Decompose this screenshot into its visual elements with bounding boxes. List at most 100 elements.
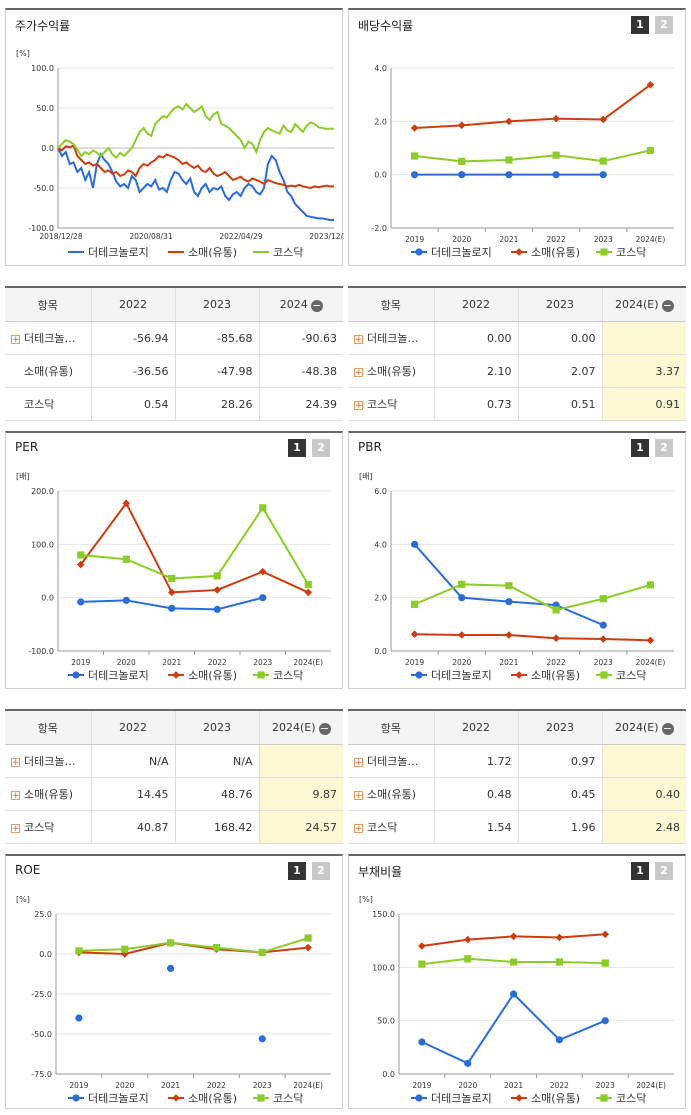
expand-icon[interactable]: + (354, 334, 363, 345)
row-label: 소매(유통) (367, 788, 417, 801)
data-point-series-3 (464, 955, 472, 963)
data-point-series-2 (213, 586, 222, 594)
pbr-panel: PBR 1 2 [배] 6.0 4.0 2.0 0.0 2019 2020 2021 2022 2… (348, 431, 686, 689)
page-2-button[interactable]: 2 (312, 439, 330, 457)
data-point-series-3 (509, 958, 518, 966)
column-header: 2024(E) − (601, 709, 686, 745)
expand-icon[interactable]: + (354, 400, 363, 411)
column-header: 2022 (90, 286, 175, 322)
page-1-button[interactable]: 1 (631, 439, 649, 457)
collapse-icon[interactable]: − (661, 298, 674, 312)
debt-ratio-panel: 부채비율 1 2 [%] 150.0 100.0 50.0 0.0 2019 2020 202… (348, 854, 686, 1109)
value-cell: -85.68 (174, 321, 259, 355)
x-tick-label: 2023/12/28 (309, 232, 344, 241)
y-tick-label: 100.0 (31, 540, 54, 549)
row-label-cell: + 코스닥 (348, 810, 434, 844)
page-2-button[interactable]: 2 (655, 439, 673, 457)
x-tick-label: 2024(E) (636, 1081, 666, 1090)
row-label: 코스닥 (24, 398, 55, 411)
x-tick-label: 2020 (452, 235, 471, 244)
data-point-series-3 (212, 944, 221, 952)
data-point-series-3 (646, 146, 655, 154)
column-header: 2023 (174, 286, 259, 322)
x-tick-label: 2020/08/31 (129, 232, 172, 241)
row-label-cell: + 소매(유통) (5, 777, 91, 811)
expand-icon[interactable]: + (354, 367, 363, 378)
y-tick-label: 0.0 (41, 594, 54, 603)
x-tick-label: 2019 (405, 658, 424, 667)
y-tick-label: 0.0 (41, 144, 54, 153)
y-tick-label: -100.0 (28, 224, 54, 233)
row-label: 소매(유통) (367, 365, 417, 378)
table-row: + 코스닥 40.87 168.42 24.57 (5, 810, 343, 844)
data-point-series-1 (505, 598, 513, 606)
legend-marker-1 (415, 671, 423, 679)
pbr-chart: [배]6.0 4.0 2.0 0.0 2019 2020 2021 2022 2023 2024(… (359, 472, 674, 682)
value-cell: 0.51 (517, 387, 602, 421)
page-1-button[interactable]: 1 (288, 862, 306, 880)
data-point-series-3 (121, 945, 129, 953)
data-point-series-1 (213, 605, 221, 613)
data-point-series-2 (410, 124, 419, 132)
data-point-series-1 (552, 171, 560, 179)
data-point-series-2 (601, 930, 610, 939)
table-row: 코스닥 0.54 28.26 24.39 (5, 387, 343, 421)
row-label: 코스닥 (367, 398, 398, 411)
collapse-icon[interactable]: − (310, 298, 323, 312)
value-cell: 3.37 (601, 354, 686, 388)
expand-icon[interactable]: + (354, 790, 363, 801)
page-2-button[interactable]: 2 (312, 862, 330, 880)
data-point-series-1 (555, 1036, 564, 1044)
expand-icon[interactable]: + (354, 823, 363, 834)
y-tick-label: 150.0 (372, 910, 395, 919)
data-point-series-2 (505, 631, 513, 639)
x-tick-label: 2019 (69, 1081, 88, 1090)
page-1-button[interactable]: 1 (288, 439, 306, 457)
x-tick-label: 2024(E) (293, 1081, 323, 1090)
expand-icon[interactable]: + (354, 757, 363, 768)
x-tick-label: 2019 (71, 658, 90, 667)
pbr-title: PBR (358, 440, 382, 454)
table-header-row: 항목 2022 2023 2024(E) − (348, 286, 686, 322)
x-tick-label: 2021 (161, 1081, 180, 1090)
data-point-series-2 (505, 117, 513, 126)
data-point-series-3 (213, 572, 221, 580)
table-row: + 소매(유통) 14.45 48.76 9.87 (5, 777, 343, 811)
legend-label: 더테크놀로지 (88, 1092, 149, 1105)
value-cell: 2.48 (601, 810, 686, 844)
data-point-series-2 (304, 943, 312, 952)
column-header: 2023 (517, 286, 602, 322)
legend-label: 코스닥 (273, 246, 303, 259)
y-tick-label: 100.0 (31, 64, 54, 73)
expand-icon[interactable]: + (11, 757, 20, 768)
data-point-series-2 (555, 933, 564, 942)
expand-icon[interactable]: + (11, 823, 20, 834)
y-tick-label: -100.0 (28, 647, 54, 656)
row-label-cell: + 더테크놀… (5, 744, 91, 778)
column-header: 항목 (5, 286, 91, 322)
stock-return-title: 주가수익률 (15, 19, 71, 33)
page-1-button[interactable]: 1 (631, 16, 649, 34)
data-point-series-3 (77, 551, 85, 559)
page-1-button[interactable]: 1 (631, 862, 649, 880)
collapse-icon[interactable]: − (661, 721, 674, 735)
table-row: 소매(유통) -36.56 -47.98 -48.38 (5, 354, 343, 388)
data-point-series-1 (410, 540, 419, 548)
x-tick-label: 2023 (594, 658, 613, 667)
legend-marker-2 (172, 671, 180, 679)
column-header-label: 2023 (546, 298, 574, 311)
expand-icon[interactable]: + (11, 334, 20, 345)
roe-chart: [%] 25.0 0.0 -25.0 -50.0 -75.0 2019 2020 2021 202… (16, 895, 331, 1105)
page-2-button[interactable]: 2 (655, 16, 673, 34)
page-2-button[interactable]: 2 (655, 862, 673, 880)
row-label-cell: 소매(유통) (5, 354, 91, 388)
value-cell: 0.73 (433, 387, 518, 421)
data-point-series-3 (599, 157, 607, 165)
series-line-1 (57, 147, 334, 221)
collapse-icon[interactable]: − (318, 721, 331, 735)
value-cell: 24.39 (258, 387, 343, 421)
data-point-series-3 (258, 948, 266, 956)
column-header-label: 항목 (37, 721, 58, 735)
dividend-title: 배당수익률 (358, 19, 414, 33)
expand-icon[interactable]: + (11, 790, 20, 801)
